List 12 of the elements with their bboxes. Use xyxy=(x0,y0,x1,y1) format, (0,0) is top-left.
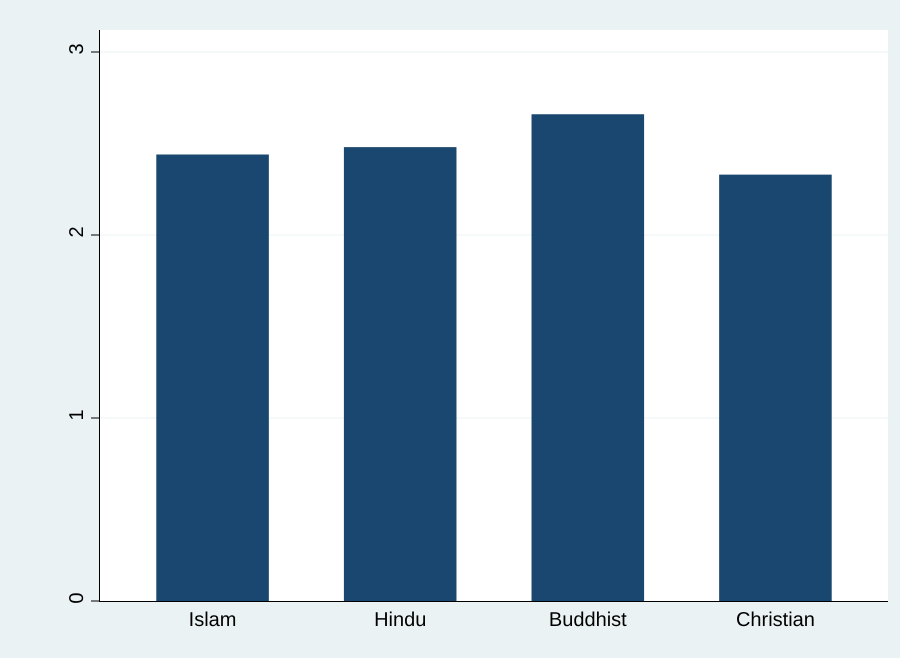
y-tick-label: 2 xyxy=(66,226,88,238)
bar xyxy=(156,154,269,601)
x-tick-label: Hindu xyxy=(374,609,426,631)
y-tick-label: 3 xyxy=(66,43,88,55)
x-tick-label: Buddhist xyxy=(548,609,628,631)
x-tick-label: Islam xyxy=(188,609,236,631)
y-tick-label: 1 xyxy=(66,409,88,421)
x-tick-label: Christian xyxy=(736,609,815,631)
y-tick-label: 0 xyxy=(66,592,88,604)
bar xyxy=(719,174,832,601)
bar xyxy=(344,147,456,601)
bar xyxy=(532,114,644,601)
